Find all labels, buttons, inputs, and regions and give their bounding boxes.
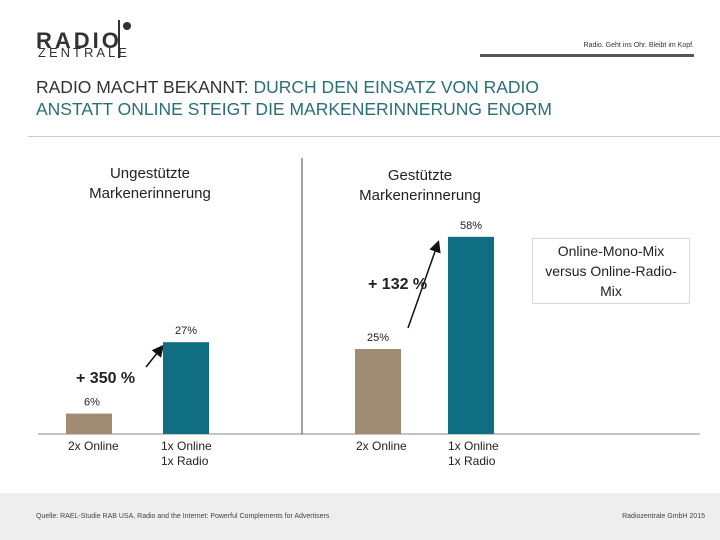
slide-title: RADIO MACHT BEKANNT: DURCH DEN EINSATZ V… xyxy=(36,76,696,120)
tagline: Radio. Geht ins Ohr. Bleibt im Kopf. xyxy=(583,42,695,49)
footer-band xyxy=(0,493,720,540)
bar-1 xyxy=(163,342,209,434)
title-line2: ANSTATT ONLINE STEIGT DIE MARKENERINNERU… xyxy=(36,99,552,119)
logo-dot-icon xyxy=(123,22,131,30)
increase-label-unaided: + 350 % xyxy=(76,370,136,387)
title-rule xyxy=(28,136,720,137)
category-label-0-0: 2x Online xyxy=(68,439,119,453)
bar-3 xyxy=(448,236,494,434)
increase-label-aided: + 132 % xyxy=(368,276,428,293)
category-label-1-0: 1x Online xyxy=(161,439,212,453)
title-part1: RADIO MACHT BEKANNT: xyxy=(36,77,254,97)
mix-note: Online-Mono-Mix versus Online-Radio-Mix xyxy=(532,238,690,304)
arrow-left-icon xyxy=(145,344,164,368)
group-title-aided: Gestützte Markenerinnerung xyxy=(359,167,481,204)
logo-zentrale-text: ZENTRALE xyxy=(38,45,130,60)
logo-radio-text: RADIO xyxy=(36,28,122,53)
arrow-right-icon xyxy=(407,240,441,329)
source-text: Quelle: RAEL-Studie RAB USA, Radio and t… xyxy=(36,513,330,520)
copyright-text: Radiozentrale GmbH 2015 xyxy=(622,513,705,520)
bar-value-label-2: 25% xyxy=(367,332,389,344)
bar-value-label-3: 58% xyxy=(460,220,482,232)
bar-value-label-0: 6% xyxy=(84,397,100,409)
category-label-2-0: 2x Online xyxy=(356,439,407,453)
category-label-3-1: 1x Radio xyxy=(448,454,496,468)
group-title-unaided: Ungestützte Markenerinnerung xyxy=(89,165,211,202)
bar-0 xyxy=(66,413,112,434)
category-label-1-1: 1x Radio xyxy=(161,454,209,468)
bar-2 xyxy=(355,349,401,434)
bar-value-label-1: 27% xyxy=(175,325,197,337)
category-label-3-0: 1x Online xyxy=(448,439,499,453)
title-part2: DURCH DEN EINSATZ VON RADIO xyxy=(253,77,540,97)
tagline-underline xyxy=(480,54,694,57)
logo-bar xyxy=(118,20,120,58)
